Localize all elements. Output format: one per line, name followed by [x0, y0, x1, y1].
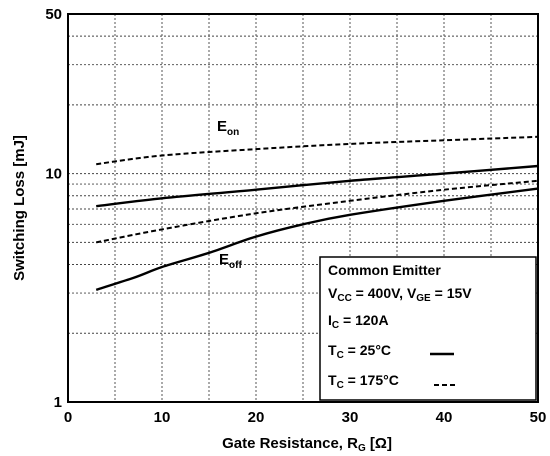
legend-25c-label: TC = 25°C	[328, 342, 391, 361]
y-axis-label: Switching Loss [mJ]	[11, 135, 28, 281]
conditions-box: Common Emitter VCC = 400V, VGE = 15V IC …	[319, 256, 537, 401]
x-tick-label: 20	[248, 409, 265, 426]
legend-175c-label: TC = 175°C	[328, 372, 399, 391]
plot-frame	[67, 13, 539, 403]
series-eon-175c	[96, 135, 539, 166]
x-tick-label: 40	[436, 409, 453, 426]
y-tick-label: 10	[45, 166, 62, 183]
x-axis-label: Gate Resistance, RG [Ω]	[222, 435, 392, 454]
x-tick-label: 50	[530, 409, 547, 426]
x-tick-label: 10	[154, 409, 171, 426]
conditions-voltage: VCC = 400V, VGE = 15V	[328, 285, 472, 304]
x-tick-label: 30	[342, 409, 359, 426]
conditions-current: IC = 120A	[328, 312, 389, 331]
conditions-title: Common Emitter	[328, 262, 441, 278]
x-tick-label: 0	[64, 409, 72, 426]
conditions-box-bg	[319, 256, 537, 401]
series-eoff-25c	[95, 187, 539, 291]
eon-label: Eon	[217, 118, 239, 138]
y-tick-label: 50	[45, 6, 62, 23]
series-layer	[95, 135, 539, 291]
grid	[68, 14, 538, 402]
y-tick-label: 1	[54, 394, 62, 411]
eoff-label: Eoff	[219, 251, 242, 271]
tick-labels: 0 10 20 30 40 50 1 10 50	[45, 6, 546, 426]
series-eon-25c	[96, 164, 539, 208]
series-eoff-175c	[96, 179, 539, 244]
